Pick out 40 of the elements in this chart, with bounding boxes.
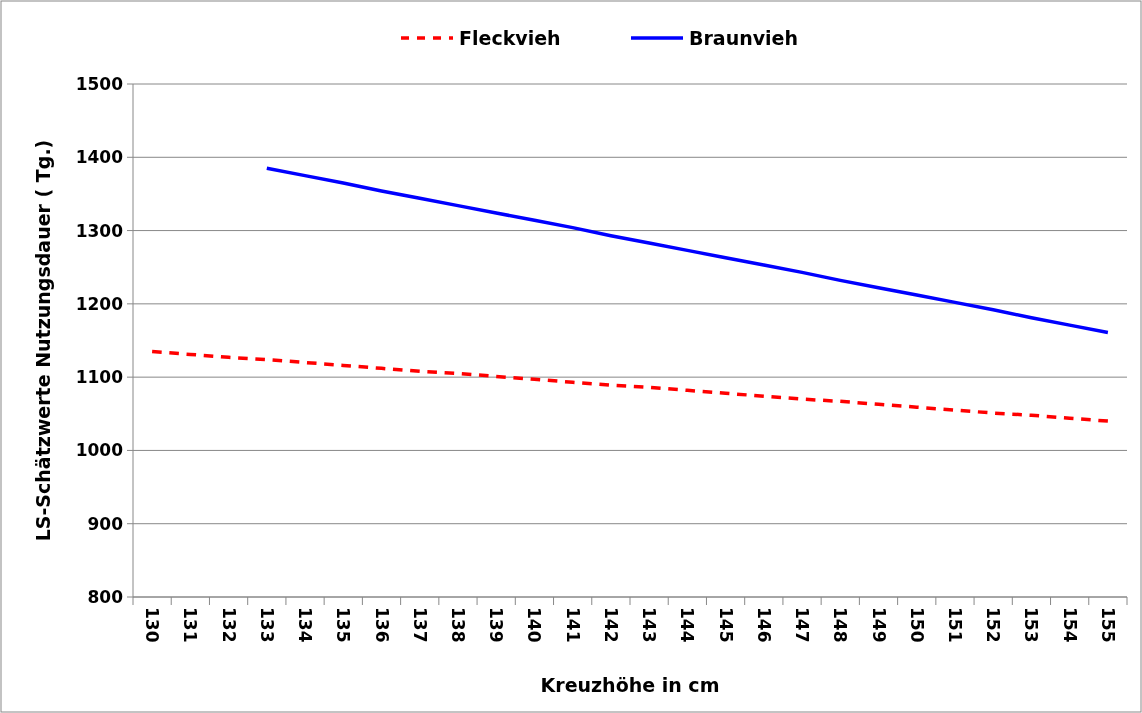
x-tick-label: 150 (906, 607, 927, 643)
x-tick-label: 139 (486, 607, 507, 643)
y-tick-label: 800 (87, 586, 124, 607)
x-tick-label: 138 (448, 607, 469, 643)
legend-label: Braunvieh (689, 26, 799, 49)
x-tick-label: 155 (1097, 607, 1118, 643)
x-tick-label: 134 (295, 607, 316, 643)
y-tick-label: 1100 (75, 367, 124, 388)
y-axis-title: LS-Schätzwerte Nutzungsdauer ( Tg.) (32, 139, 54, 542)
x-tick-label: 130 (142, 607, 163, 643)
x-tick-label: 151 (945, 607, 966, 643)
x-tick-label: 140 (524, 607, 545, 643)
y-tick-label: 1300 (75, 220, 124, 241)
x-tick-label: 133 (256, 607, 277, 643)
x-axis-title: Kreuzhöhe in cm (540, 674, 720, 696)
x-tick-label: 136 (371, 607, 392, 643)
x-tick-label: 131 (180, 607, 201, 643)
line-series (150, 349, 1110, 423)
x-tick-label: 148 (830, 607, 851, 643)
x-tick-label: 143 (639, 607, 660, 643)
x-tick-label: 152 (983, 607, 1004, 643)
x-tick-label: 153 (1021, 607, 1042, 643)
x-tick-label: 135 (333, 607, 354, 643)
y-tick-label: 900 (87, 513, 124, 534)
x-tick-label: 147 (792, 607, 813, 643)
x-tick-label: 141 (562, 607, 583, 643)
x-tick-label: 154 (1059, 607, 1080, 643)
legend-label: Fleckvieh (459, 26, 561, 49)
x-tick-label: 145 (715, 607, 736, 643)
y-tick-label: 1500 (75, 73, 124, 94)
y-tick-label: 1200 (75, 293, 124, 314)
line-series (265, 166, 1110, 335)
x-tick-label: 137 (409, 607, 430, 643)
x-tick-label: 144 (677, 607, 698, 643)
x-tick-label: 142 (600, 607, 621, 643)
x-tick-label: 146 (753, 607, 774, 643)
x-tick-label: 132 (218, 607, 239, 643)
y-tick-label: 1000 (75, 440, 124, 461)
y-tick-label: 1400 (75, 147, 124, 168)
x-tick-label: 149 (868, 607, 889, 643)
